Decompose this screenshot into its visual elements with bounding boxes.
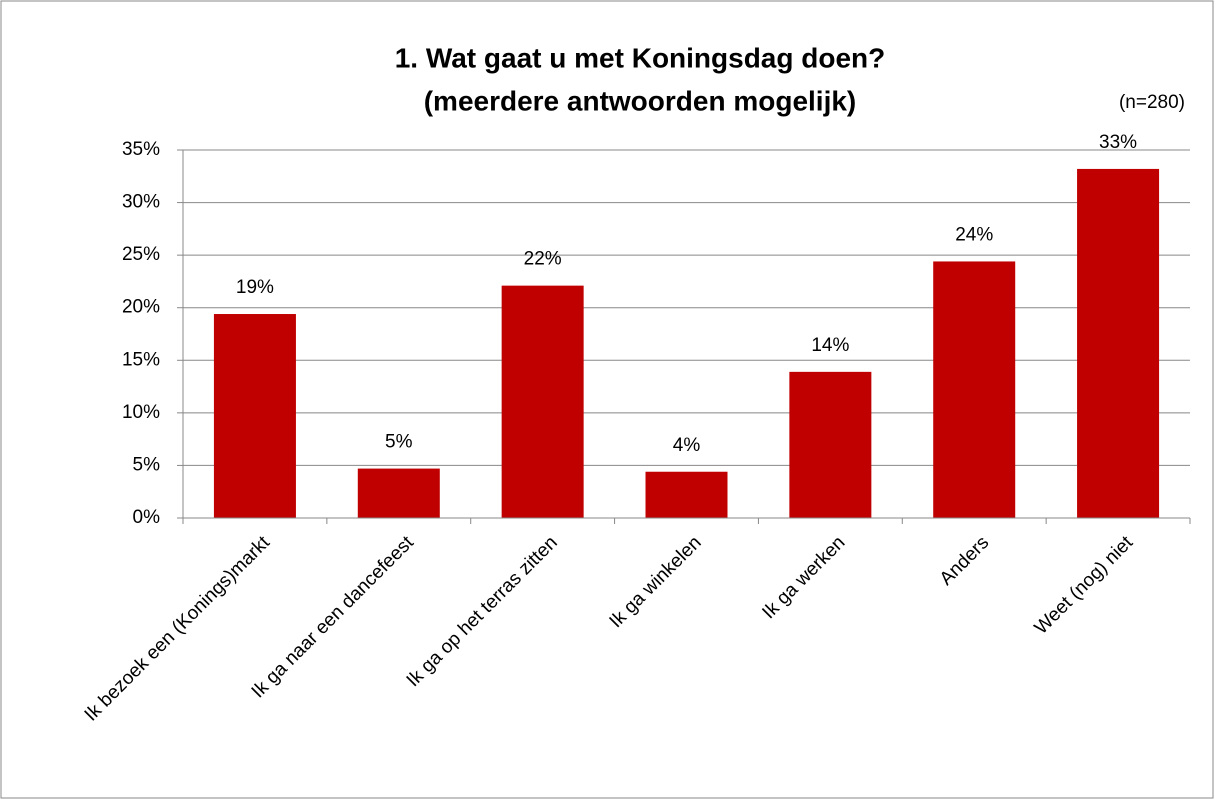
bar [789,371,872,518]
y-tick-label: 0% [133,507,161,528]
y-tick-label: 30% [122,192,160,213]
value-label: 5% [385,432,413,453]
bar [213,314,296,518]
y-tick-label: 5% [133,454,161,475]
bar [645,471,728,518]
value-label: 4% [673,435,701,456]
y-tick-label: 35% [122,139,160,160]
y-tick-label: 15% [122,349,160,370]
chart-title: (meerdere antwoorden mogelijk) [424,85,857,116]
value-label: 14% [811,335,849,356]
y-tick-label: 25% [122,244,160,265]
chart-title: 1. Wat gaat u met Koningsdag doen? [395,42,886,73]
value-label: 19% [236,277,274,298]
bar [933,261,1016,518]
y-tick-label: 20% [122,297,160,318]
y-tick-label: 10% [122,402,160,423]
value-label: 33% [1099,132,1137,153]
bar [1077,168,1160,518]
annotation: (n=280) [1119,92,1185,113]
bar [501,285,584,518]
value-label: 24% [955,224,993,245]
bar [357,468,440,518]
value-label: 22% [524,249,562,270]
